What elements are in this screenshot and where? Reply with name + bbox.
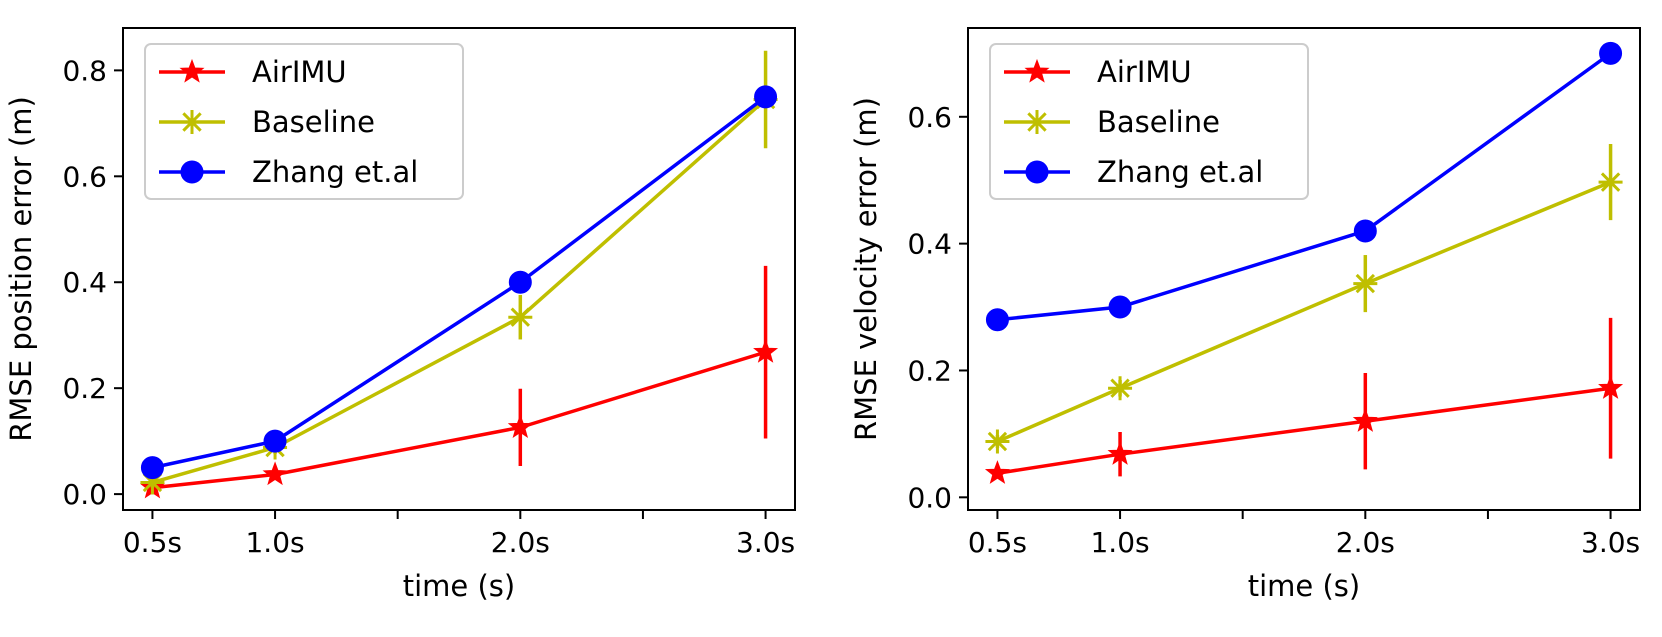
data-point	[984, 460, 1010, 484]
data-point	[508, 305, 533, 330]
x-tick-label: 2.0s	[1336, 526, 1395, 559]
series-baseline	[985, 144, 1623, 454]
x-axis-label: time (s)	[1248, 569, 1360, 603]
data-point	[1107, 441, 1133, 465]
y-axis-label: RMSE position error (m)	[4, 96, 38, 442]
legend-label: AirIMU	[252, 55, 347, 89]
plot-frame	[122, 27, 796, 511]
data-point	[985, 308, 1009, 332]
legend-label: Zhang et.al	[252, 155, 418, 189]
data-point	[1598, 170, 1623, 195]
data-point	[1108, 295, 1132, 319]
legend: AirIMU Baseline Zhang et.al	[144, 43, 464, 200]
x-tick-label: 3.0s	[736, 526, 795, 559]
x-tick-label: 0.5s	[968, 526, 1027, 559]
legend-item: Zhang et.al	[1004, 155, 1263, 189]
legend-item: Baseline	[1004, 105, 1220, 139]
x-tick-label: 0.5s	[123, 526, 182, 559]
y-axis-label: RMSE velocity error (m)	[849, 97, 883, 441]
legend-marker	[179, 58, 205, 83]
series-line	[997, 51, 1612, 322]
legend-marker	[180, 160, 204, 184]
data-point	[262, 461, 288, 486]
y-tick-label: 0.2	[62, 372, 107, 405]
series-airimu	[984, 317, 1624, 484]
legend-label: AirIMU	[1097, 55, 1192, 89]
legend-label: Baseline	[1097, 105, 1220, 139]
series-line	[152, 95, 767, 470]
series-zhang-et-al	[985, 41, 1623, 332]
data-point	[1598, 375, 1624, 399]
data-point	[1353, 271, 1378, 296]
legend-item: AirIMU	[159, 55, 347, 89]
data-point	[507, 414, 533, 439]
y-tick-label: 0.0	[907, 481, 952, 514]
legend-marker	[1024, 58, 1050, 83]
data-point	[753, 339, 779, 363]
plot-frame	[967, 27, 1641, 511]
legend-item: Zhang et.al	[159, 155, 418, 189]
series-zhang-et-al	[140, 85, 778, 480]
legend-box	[989, 43, 1309, 200]
y-tick-label: 0.2	[907, 354, 952, 387]
y-tick-label: 0.4	[907, 228, 952, 261]
y-tick-label: 0.4	[62, 266, 107, 299]
legend-box	[144, 43, 464, 200]
data-point	[140, 456, 164, 480]
data-point	[508, 270, 532, 294]
series-line	[152, 350, 767, 490]
data-point	[1352, 408, 1378, 432]
legend-marker	[1025, 110, 1049, 134]
data-point	[1353, 219, 1377, 243]
x-tick-label: 2.0s	[491, 526, 550, 559]
x-tick-label: 3.0s	[1581, 526, 1640, 559]
legend-item: AirIMU	[1004, 55, 1192, 89]
series-line	[996, 180, 1612, 444]
y-tick-label: 0.6	[907, 101, 952, 134]
y-tick-label: 0.6	[62, 160, 107, 193]
series-line	[151, 98, 767, 485]
data-point	[263, 429, 287, 453]
data-point	[140, 470, 165, 495]
x-axis-label: time (s)	[403, 569, 515, 603]
series-airimu	[139, 265, 779, 499]
legend-label: Baseline	[252, 105, 375, 139]
legend-label: Zhang et.al	[1097, 155, 1263, 189]
legend-marker	[1025, 160, 1049, 184]
y-tick-label: 0.8	[62, 54, 107, 87]
x-tick-label: 1.0s	[1090, 526, 1149, 559]
series-line	[997, 386, 1611, 475]
y-tick-label: 0.0	[62, 478, 107, 511]
data-point	[1108, 376, 1133, 401]
x-tick-label: 1.0s	[245, 526, 304, 559]
data-point	[1599, 41, 1623, 65]
data-point	[985, 429, 1010, 454]
position-error-chart: 0.5s 1.0s 2.0s 3.0s 0.0 0.2 0.4 0.6 0.8 time (s) R…	[4, 27, 796, 603]
legend-marker	[180, 110, 204, 134]
velocity-error-chart: 0.5s 1.0s 2.0s 3.0s 0.0 0.2 0.4 0.6 time (s) RMSE…	[849, 27, 1641, 603]
data-point	[754, 85, 778, 109]
legend: AirIMU Baseline Zhang et.al	[989, 43, 1309, 200]
legend-item: Baseline	[159, 105, 375, 139]
